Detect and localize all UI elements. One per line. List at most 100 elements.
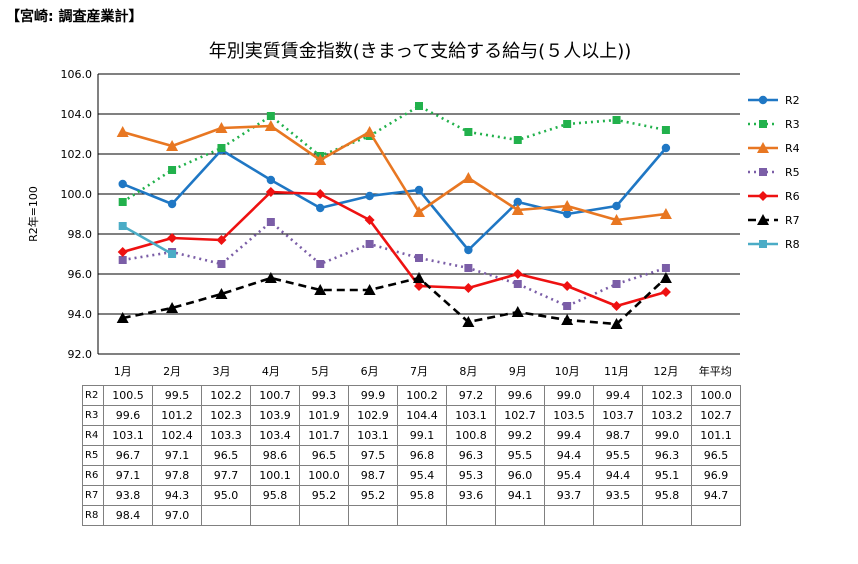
table-cell-average: 94.7 <box>691 485 741 506</box>
table-cell <box>446 505 496 526</box>
table-cell: 99.6 <box>103 405 153 426</box>
data-point-r6 <box>512 269 523 279</box>
series-line-r2 <box>122 147 667 252</box>
data-point-r7 <box>166 302 179 313</box>
data-point-r4 <box>314 154 327 165</box>
y-tick-label: 100.0 <box>61 188 93 201</box>
legend-label-r6: R6 <box>785 190 800 203</box>
table-cell: 101.7 <box>299 425 349 446</box>
data-point-r2 <box>513 197 522 207</box>
table-cell: 101.9 <box>299 405 349 426</box>
data-point-r3 <box>415 102 423 110</box>
data-point-r7 <box>511 306 524 317</box>
table-cell: 95.2 <box>299 485 349 506</box>
table-cell: 100.2 <box>397 385 447 406</box>
table-row: R8 98.4 97.0 <box>82 505 741 526</box>
table-cell: 101.2 <box>152 405 202 426</box>
series-line-r3 <box>121 104 667 204</box>
x-tick-label: 6月 <box>361 365 379 378</box>
table-cell: 96.7 <box>103 445 153 466</box>
y-axis-label: R2年=100 <box>26 186 40 242</box>
y-tick-label: 96.0 <box>68 268 93 281</box>
table-row: R7 93.8 94.3 95.0 95.8 95.2 95.2 95.8 93.6 94.1 93… <box>82 485 741 506</box>
data-point-r6 <box>611 301 622 311</box>
data-point-r2 <box>266 175 276 185</box>
table-cell: 103.9 <box>250 405 300 426</box>
row-label: R5 <box>82 445 104 466</box>
table-cell: 95.4 <box>397 465 447 486</box>
table-cell: 97.0 <box>152 505 202 526</box>
table-cell: 93.7 <box>544 485 594 506</box>
data-point-r6 <box>562 281 573 291</box>
table-cell: 94.3 <box>152 485 202 506</box>
data-point-r4 <box>610 214 623 225</box>
x-tick-label: 2月 <box>163 365 181 378</box>
table-cell: 100.5 <box>103 385 153 406</box>
data-point-r5 <box>266 218 275 226</box>
data-point-r6 <box>265 187 276 197</box>
y-tick-label: 98.0 <box>68 228 93 241</box>
data-point-r4 <box>363 126 376 137</box>
table-cell: 96.5 <box>201 445 251 466</box>
data-point-r3 <box>612 116 621 124</box>
series-line-r8 <box>122 224 173 256</box>
legend-marker-r3 <box>759 120 767 128</box>
data-point-r3 <box>464 128 473 136</box>
table-cell: 95.8 <box>250 485 300 506</box>
x-tick-label: 12月 <box>653 365 678 378</box>
data-point-r5 <box>563 302 572 310</box>
table-cell: 97.5 <box>348 445 398 466</box>
table-cell <box>299 505 349 526</box>
table-cell: 94.4 <box>593 465 643 486</box>
table-cell: 97.8 <box>152 465 202 486</box>
legend-label-r2: R2 <box>785 94 800 107</box>
data-point-r7 <box>264 272 277 283</box>
table-cell: 100.1 <box>250 465 300 486</box>
row-label: R3 <box>82 405 104 426</box>
table-cell: 97.7 <box>201 465 251 486</box>
table-cell-average: 101.1 <box>691 425 741 446</box>
row-label: R7 <box>82 485 104 506</box>
corner-label: 【宮崎: 調査産業計】 <box>6 9 143 25</box>
data-point-r3 <box>118 198 127 206</box>
data-point-r5 <box>316 260 325 268</box>
table-row: R3 99.6 101.2 102.3 103.9 101.9 102.9 104.4 103.… <box>82 405 741 426</box>
x-tick-label: 年平均 <box>699 364 732 378</box>
table-cell: 100.7 <box>250 385 300 406</box>
table-cell: 102.3 <box>201 405 251 426</box>
x-tick-label: 11月 <box>604 365 629 378</box>
table-row: R5 96.7 97.1 96.5 98.6 96.5 97.5 96.8 96.3 95.5 94… <box>82 445 741 466</box>
table-cell-average: 96.9 <box>691 465 741 486</box>
x-tick-label: 5月 <box>311 365 329 378</box>
row-label: R2 <box>82 385 104 406</box>
table-row: R6 97.1 97.8 97.7 100.1 100.0 98.7 95.4 95.3 96.0… <box>82 465 741 486</box>
data-point-r2 <box>365 191 374 201</box>
table-cell: 103.1 <box>446 405 496 426</box>
table-cell: 95.4 <box>544 465 594 486</box>
table-cell: 99.0 <box>642 425 692 446</box>
table-cell: 103.4 <box>250 425 300 446</box>
table-cell: 95.2 <box>348 485 398 506</box>
table-cell <box>642 505 692 526</box>
table-cell: 98.6 <box>250 445 300 466</box>
table-cell: 99.3 <box>299 385 349 406</box>
data-point-r6 <box>414 281 424 291</box>
data-point-r2 <box>167 199 177 209</box>
table-cell <box>593 505 643 526</box>
data-point-r4 <box>511 204 524 215</box>
table-cell: 97.1 <box>152 445 202 466</box>
table-cell-average: 100.0 <box>691 385 741 406</box>
legend-label-r8: R8 <box>785 238 800 251</box>
chart-title: 年別実質賃金指数(きまって支給する給与(５人以上)) <box>209 41 631 62</box>
data-point-r2 <box>316 203 325 213</box>
data-point-r3 <box>217 144 226 152</box>
table-cell: 96.8 <box>397 445 447 466</box>
table-cell: 94.4 <box>544 445 594 466</box>
data-point-r7 <box>116 312 129 323</box>
table-cell <box>250 505 300 526</box>
data-point-r5 <box>118 256 127 264</box>
table-cell: 94.1 <box>495 485 545 506</box>
data-point-r7 <box>610 318 623 329</box>
table-cell: 99.4 <box>593 385 643 406</box>
table-cell: 103.3 <box>201 425 251 446</box>
